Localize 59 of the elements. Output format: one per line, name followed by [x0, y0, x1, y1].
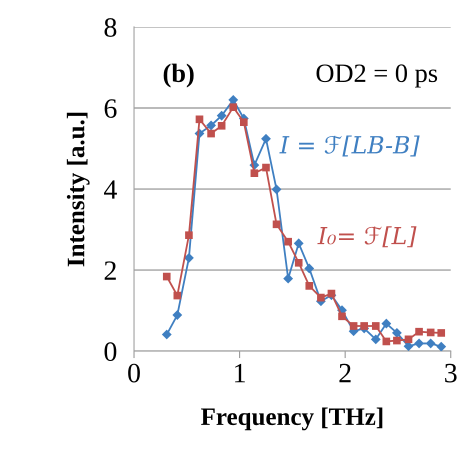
point [272, 220, 280, 228]
point [360, 322, 368, 330]
point [382, 318, 391, 328]
point [162, 330, 172, 340]
y-tick-label: 8 [104, 18, 116, 37]
point [185, 231, 193, 240]
point [217, 111, 226, 120]
annotation: OD2 = 0 ps [316, 64, 438, 88]
point [284, 274, 293, 284]
series-label: I = ℱ[LB-B] [279, 135, 420, 157]
point [218, 122, 226, 130]
series-label: I₀= ℱ[L] [317, 226, 416, 248]
point [261, 134, 271, 144]
point [184, 253, 194, 263]
point [382, 338, 390, 346]
point [262, 164, 270, 172]
point [338, 312, 346, 320]
point [172, 310, 182, 320]
y-tick-label: 6 [104, 99, 117, 118]
annotation: (b) [164, 64, 194, 88]
point [162, 272, 171, 280]
point [250, 169, 258, 178]
point [196, 116, 204, 124]
point [372, 322, 380, 330]
y-tick-label: 4 [104, 180, 117, 199]
x-tick-label: 1 [235, 364, 245, 382]
y-tick-label: 0 [104, 342, 116, 362]
point [436, 342, 446, 352]
point [240, 118, 248, 126]
point [206, 120, 216, 130]
point [426, 328, 434, 336]
point [328, 290, 336, 298]
point [294, 258, 303, 267]
point [404, 342, 414, 351]
x-tick-label: 3 [445, 364, 457, 382]
point [228, 95, 238, 105]
point [207, 130, 215, 138]
x-axis-title: Frequency [THz] [201, 408, 382, 430]
point [350, 322, 358, 330]
point [371, 334, 380, 344]
point [173, 292, 182, 300]
point [305, 282, 314, 290]
point [392, 328, 402, 338]
point [272, 184, 282, 194]
y-axis-title: Intensity [a.u.] [66, 112, 90, 266]
x-tick-label: 0 [128, 364, 140, 382]
point [437, 329, 446, 337]
y-tick-label: 2 [104, 261, 116, 280]
point [294, 238, 304, 248]
point [415, 328, 423, 336]
point [304, 264, 314, 274]
point [404, 336, 412, 344]
point [229, 103, 238, 111]
point [393, 336, 401, 344]
point [426, 338, 436, 348]
point [414, 338, 424, 348]
point [284, 238, 292, 246]
x-tick-label: 2 [339, 364, 351, 382]
point [317, 294, 325, 302]
